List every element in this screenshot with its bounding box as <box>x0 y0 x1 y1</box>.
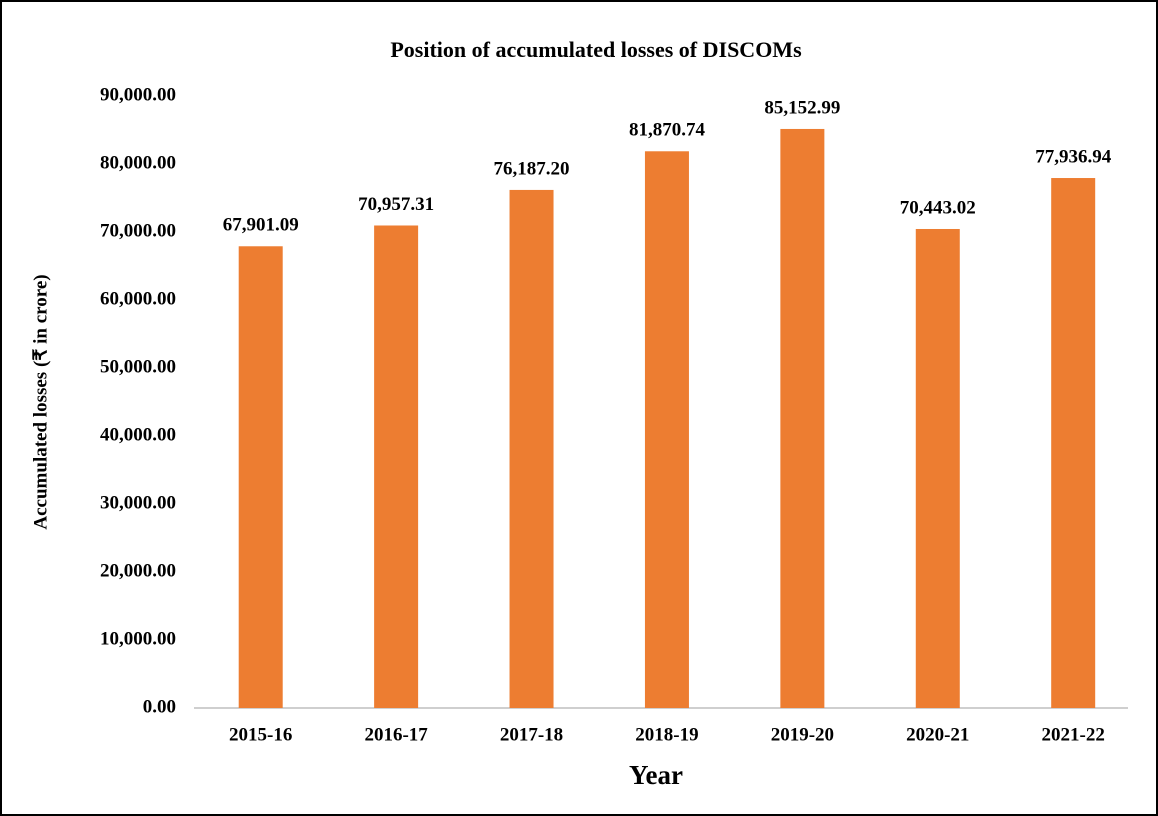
x-tick-label: 2015-16 <box>229 724 292 745</box>
x-tick-label: 2020-21 <box>906 724 969 745</box>
bar <box>238 246 283 708</box>
data-label: 76,187.20 <box>494 158 570 179</box>
y-tick-label: 90,000.00 <box>100 84 176 105</box>
y-tick-label: 80,000.00 <box>100 152 176 173</box>
bar <box>780 128 825 709</box>
data-label: 85,152.99 <box>764 97 840 118</box>
data-label: 67,901.09 <box>223 215 299 236</box>
y-tick-label: 60,000.00 <box>100 288 176 309</box>
y-tick-label: 70,000.00 <box>100 220 176 241</box>
x-tick-label: 2016-17 <box>364 724 428 745</box>
bar <box>1051 178 1096 708</box>
data-label: 77,936.94 <box>1035 146 1112 167</box>
y-tick-label: 50,000.00 <box>100 356 176 377</box>
bar <box>374 225 419 708</box>
y-axis-label: Accumulated losses (₹ in crore) <box>30 274 51 529</box>
x-tick-label: 2017-18 <box>500 724 563 745</box>
y-tick-label: 10,000.00 <box>100 628 176 649</box>
x-axis-label: Year <box>629 760 683 790</box>
data-label: 81,870.74 <box>629 120 706 141</box>
x-tick-label: 2018-19 <box>635 724 698 745</box>
x-tick-label: 2019-20 <box>771 724 834 745</box>
y-tick-label: 0.00 <box>143 696 176 717</box>
y-tick-label: 30,000.00 <box>100 492 176 513</box>
x-tick-label: 2021-22 <box>1042 724 1105 745</box>
bar <box>915 228 960 708</box>
data-label: 70,443.02 <box>900 197 976 218</box>
y-tick-label: 20,000.00 <box>100 560 176 581</box>
chart-title: Position of accumulated losses of DISCOM… <box>390 37 802 62</box>
bar <box>509 189 554 709</box>
data-label: 70,957.31 <box>358 194 434 215</box>
y-tick-label: 40,000.00 <box>100 424 176 445</box>
bar <box>644 151 689 709</box>
